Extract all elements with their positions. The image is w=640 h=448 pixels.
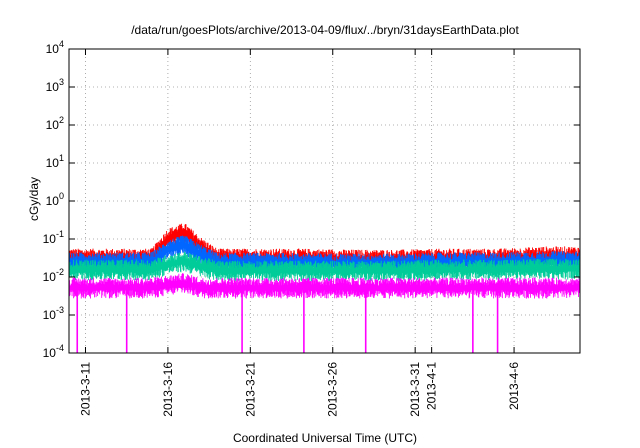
y-tick-label: 10-2 <box>43 267 64 284</box>
y-tick-label: 10-3 <box>43 305 64 322</box>
grid-lines <box>69 49 580 353</box>
x-tick-label: 2013-3-16 <box>161 362 175 417</box>
x-axis-ticks: 2013-3-11 2013-3-16 2013-3-21 2013-3-26 2013… <box>78 49 521 417</box>
chart-title: /data/run/goesPlots/archive/2013-04-09/f… <box>131 23 519 37</box>
plot-area <box>68 223 581 353</box>
x-tick-label: 2013-3-21 <box>243 362 257 417</box>
y-tick-label: 102 <box>46 115 64 132</box>
x-tick-label: 2013-4-6 <box>507 362 521 410</box>
x-tick-label: 2013-3-26 <box>326 362 340 417</box>
x-axis-label: Coordinated Universal Time (UTC) <box>233 431 417 445</box>
x-tick-label: 2013-3-31 <box>408 362 422 417</box>
y-tick-label: 103 <box>46 77 64 94</box>
x-tick-label: 2013-3-11 <box>78 362 92 416</box>
x-tick-label: 2013-4-1 <box>425 362 439 410</box>
y-tick-label: 101 <box>46 153 64 170</box>
y-tick-label: 100 <box>46 191 64 208</box>
y-tick-label: 104 <box>46 39 64 56</box>
y-axis-ticks: 10-4 10-3 10-2 10-1 100 101 102 103 104 <box>43 39 580 360</box>
y-tick-label: 10-4 <box>43 343 64 360</box>
y-tick-label: 10-1 <box>43 229 64 246</box>
y-axis-label: cGy/day <box>27 177 41 221</box>
